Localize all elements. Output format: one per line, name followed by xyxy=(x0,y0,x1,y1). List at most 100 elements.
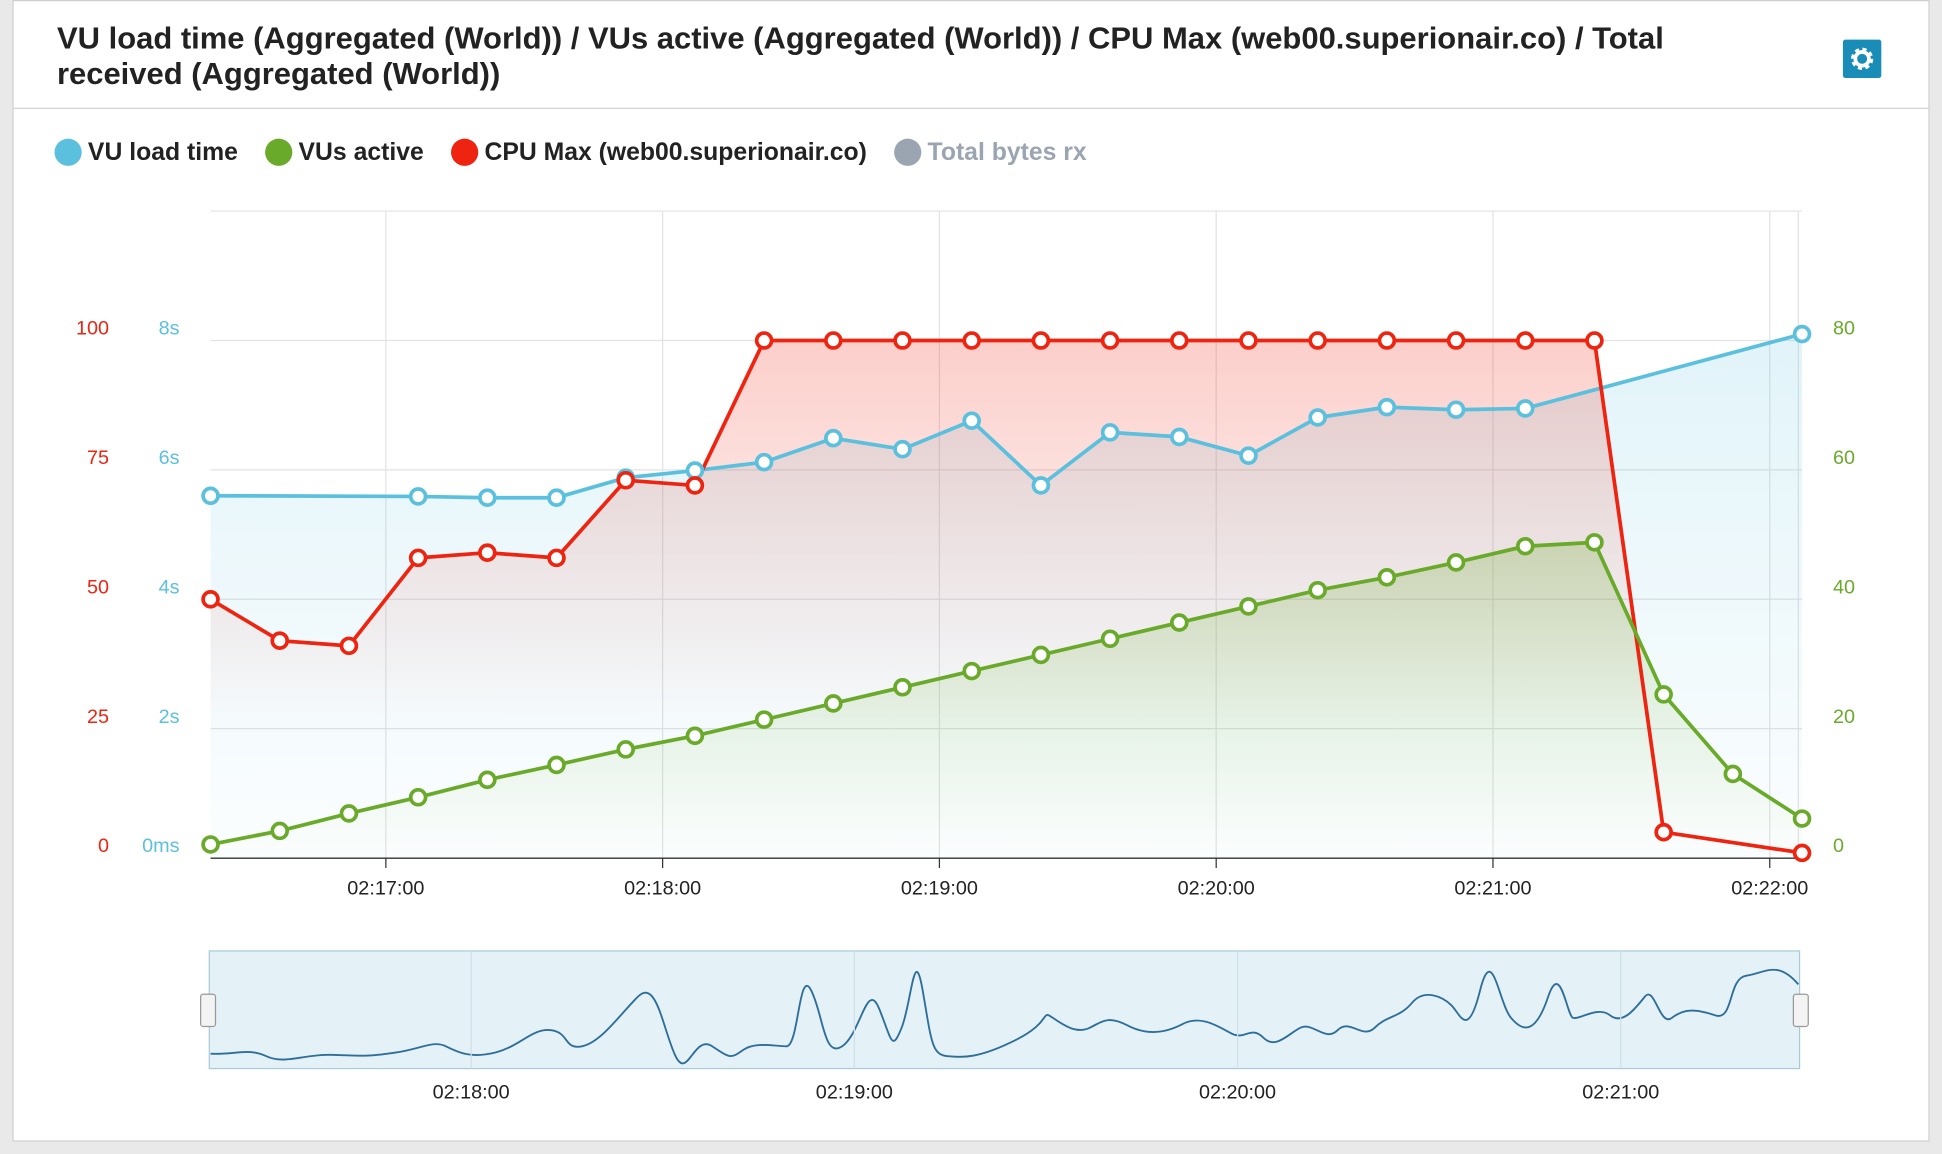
data-point xyxy=(1308,408,1327,427)
x-tick-label: 02:18:00 xyxy=(624,877,701,899)
data-point xyxy=(962,331,981,350)
x-tick-label: 02:21:00 xyxy=(1454,877,1531,899)
divider xyxy=(13,107,1929,109)
y2-tick-label: 20 xyxy=(1833,706,1855,728)
navigator-tick-label: 02:20:00 xyxy=(1199,1082,1276,1104)
data-point xyxy=(339,636,359,656)
y-tick-label: 50 xyxy=(87,576,109,598)
data-point xyxy=(1515,399,1535,418)
legend-label[interactable]: VUs active xyxy=(299,139,424,166)
y2-tick-label: 60 xyxy=(1833,447,1855,469)
data-point xyxy=(1377,397,1397,417)
data-point xyxy=(616,470,636,490)
data-point xyxy=(1308,580,1327,600)
data-point xyxy=(1239,446,1258,465)
data-point xyxy=(201,486,220,506)
navigator-box[interactable] xyxy=(208,950,1801,1070)
data-point xyxy=(1239,331,1258,350)
data-point xyxy=(339,804,359,823)
legend-marker xyxy=(451,138,479,166)
navigator-handle-left[interactable] xyxy=(200,993,217,1028)
data-point xyxy=(1723,764,1743,784)
y-tick-label: 0 xyxy=(98,835,109,857)
data-point xyxy=(962,661,981,681)
data-point xyxy=(893,439,912,459)
y3-tick-label: 8s xyxy=(159,318,180,340)
data-point xyxy=(754,710,774,729)
data-point xyxy=(754,452,774,472)
y3-tick-label: 0ms xyxy=(142,835,180,857)
data-point xyxy=(408,548,428,568)
data-point xyxy=(1031,645,1051,665)
data-point xyxy=(270,821,290,841)
data-point xyxy=(685,461,705,480)
settings-button[interactable] xyxy=(1842,39,1882,79)
y-tick-label: 25 xyxy=(87,706,109,728)
legend-marker xyxy=(54,138,82,166)
data-point xyxy=(685,476,705,495)
data-point xyxy=(1446,553,1466,572)
x-tick-label: 02:22:00 xyxy=(1731,877,1808,899)
gear-icon xyxy=(1850,47,1874,70)
data-point xyxy=(1792,324,1812,344)
data-point xyxy=(408,487,428,506)
x-tick-label: 02:20:00 xyxy=(1178,877,1255,899)
legend-label[interactable]: Total bytes rx xyxy=(928,139,1087,166)
legend-marker xyxy=(894,138,922,166)
data-point xyxy=(1100,423,1120,442)
markers xyxy=(201,324,1812,863)
data-point xyxy=(893,331,912,350)
data-point xyxy=(1792,809,1812,828)
data-point xyxy=(824,428,843,448)
legend-label[interactable]: CPU Max (web00.superionair.co) xyxy=(484,139,866,166)
data-point xyxy=(824,331,843,350)
data-point xyxy=(478,770,497,790)
areas xyxy=(210,334,1803,859)
data-point xyxy=(1169,331,1189,350)
data-point xyxy=(1308,331,1327,350)
data-point xyxy=(1585,533,1604,552)
data-point xyxy=(478,543,497,562)
data-point xyxy=(1446,331,1466,350)
legend-label[interactable]: VU load time xyxy=(88,139,238,166)
navigator-tick-label: 02:19:00 xyxy=(816,1082,893,1104)
data-point xyxy=(893,677,912,697)
series-area xyxy=(210,542,1803,859)
data-point xyxy=(1377,568,1397,587)
data-point xyxy=(962,411,981,431)
data-point xyxy=(1031,476,1051,495)
data-point xyxy=(1792,843,1812,863)
navigator-tick-label: 02:18:00 xyxy=(433,1082,510,1104)
navigator-handle-right[interactable] xyxy=(1792,993,1809,1028)
data-point xyxy=(547,755,566,775)
data-point xyxy=(1169,613,1189,632)
data-point xyxy=(1515,331,1535,350)
data-point xyxy=(1239,597,1258,616)
legend-marker xyxy=(265,138,293,166)
data-point xyxy=(616,740,636,759)
data-point xyxy=(1654,685,1673,704)
data-point xyxy=(547,488,566,508)
y-tick-label: 100 xyxy=(76,318,109,340)
y2-tick-label: 80 xyxy=(1833,318,1855,340)
series-line xyxy=(210,540,1804,847)
y-tick-label: 75 xyxy=(87,447,109,469)
data-point xyxy=(1169,427,1189,447)
x-tick-label: 02:17:00 xyxy=(347,877,424,899)
data-point xyxy=(685,726,705,746)
data-point xyxy=(1377,331,1397,350)
y2-tick-label: 0 xyxy=(1833,835,1844,857)
data-point xyxy=(478,488,497,508)
data-point xyxy=(1585,331,1604,350)
data-point xyxy=(408,787,428,807)
data-point xyxy=(824,694,843,713)
x-tick-label: 02:19:00 xyxy=(901,877,978,899)
data-point xyxy=(754,331,774,350)
y3-tick-label: 2s xyxy=(159,706,180,728)
y2-tick-label: 40 xyxy=(1833,576,1855,598)
data-point xyxy=(201,835,220,854)
data-point xyxy=(547,548,566,568)
navigator-series xyxy=(210,968,1800,1065)
